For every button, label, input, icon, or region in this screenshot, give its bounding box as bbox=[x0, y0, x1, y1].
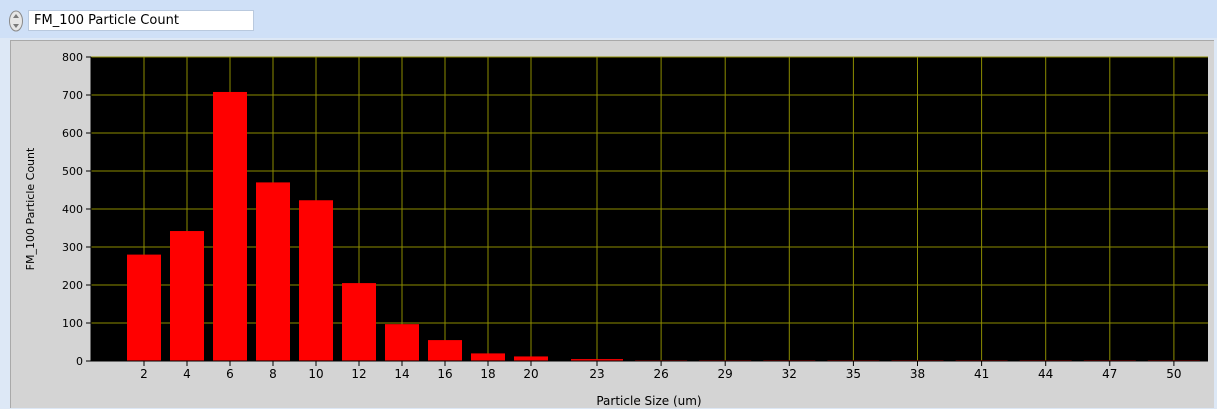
bar-chart: 0 100 200 300 400 500 600 700 800 2 4 6 8 10 12 14 16 18 2… bbox=[24, 51, 1208, 408]
x-tick-label: 4 bbox=[183, 367, 191, 381]
bar bbox=[170, 231, 204, 361]
x-tick-label: 6 bbox=[226, 367, 234, 381]
y-tick-label: 0 bbox=[76, 355, 83, 368]
x-tick-label: 32 bbox=[782, 367, 797, 381]
y-tick-label: 700 bbox=[62, 89, 83, 102]
bar bbox=[571, 359, 623, 361]
x-tick-label: 29 bbox=[718, 367, 733, 381]
bar bbox=[256, 182, 290, 361]
x-tick-label: 35 bbox=[846, 367, 861, 381]
bar bbox=[471, 353, 505, 361]
x-tick-label: 26 bbox=[653, 367, 668, 381]
bar bbox=[213, 91, 247, 362]
x-tick-label: 38 bbox=[910, 367, 925, 381]
bar bbox=[428, 340, 462, 361]
bar bbox=[342, 283, 376, 361]
x-tick-label: 10 bbox=[308, 367, 323, 381]
plot-name-field[interactable]: FM_100 Particle Count bbox=[28, 10, 254, 31]
toolbar: FM_100 Particle Count bbox=[0, 0, 1217, 38]
bar bbox=[385, 324, 419, 361]
x-tick-label: 2 bbox=[140, 367, 148, 381]
y-tick-label: 200 bbox=[62, 279, 83, 292]
bar bbox=[514, 356, 548, 361]
x-tick-label: 20 bbox=[523, 367, 538, 381]
x-axis-label: Particle Size (um) bbox=[596, 394, 701, 408]
x-tick-label: 23 bbox=[589, 367, 604, 381]
y-tick-label: 400 bbox=[62, 203, 83, 216]
y-tick-label: 600 bbox=[62, 127, 83, 140]
x-tick-label: 47 bbox=[1102, 367, 1117, 381]
y-axis-label: FM_100 Particle Count bbox=[24, 147, 37, 270]
x-tick-label: 14 bbox=[394, 367, 409, 381]
y-tick-label: 500 bbox=[62, 165, 83, 178]
spinner-icon[interactable] bbox=[8, 10, 24, 32]
bar bbox=[127, 254, 161, 361]
y-tick-label: 100 bbox=[62, 317, 83, 330]
x-tick-label: 41 bbox=[974, 367, 989, 381]
graph-panel: 0 100 200 300 400 500 600 700 800 2 4 6 8 10 12 14 16 18 2… bbox=[10, 40, 1214, 408]
x-tick-label: 50 bbox=[1166, 367, 1181, 381]
y-tick-label: 800 bbox=[62, 51, 83, 64]
bar bbox=[299, 200, 333, 361]
x-tick-label: 12 bbox=[351, 367, 366, 381]
x-tick-label: 16 bbox=[437, 367, 452, 381]
x-tick-label: 18 bbox=[480, 367, 495, 381]
y-tick-label: 300 bbox=[62, 241, 83, 254]
x-tick-label: 8 bbox=[269, 367, 277, 381]
x-tick-label: 44 bbox=[1038, 367, 1053, 381]
